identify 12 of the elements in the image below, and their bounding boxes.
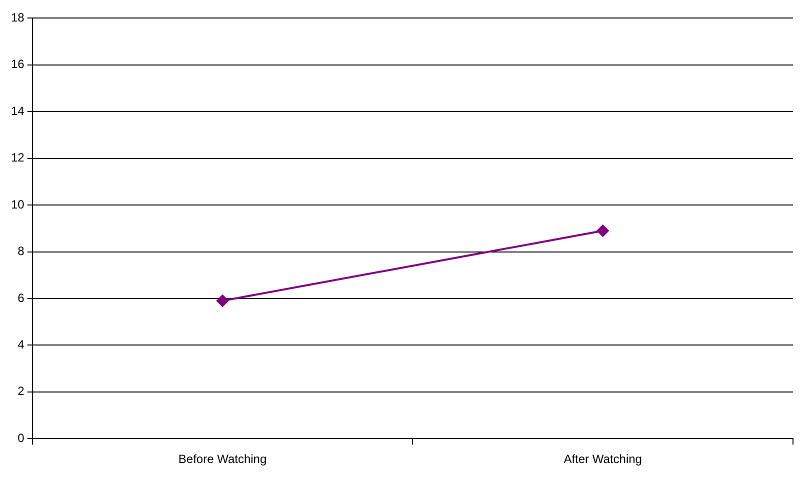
x-tick-label: Before Watching [178, 452, 267, 466]
x-tick-label: After Watching [564, 452, 642, 466]
y-tick-label: 18 [10, 10, 25, 25]
y-tick-label: 12 [10, 150, 25, 165]
y-tick-label: 10 [10, 197, 25, 212]
y-tick-label: 0 [18, 430, 25, 445]
y-tick-label: 4 [18, 337, 25, 352]
y-tick-label: 2 [18, 384, 25, 398]
y-tick-label: 14 [10, 104, 25, 118]
y-tick-label: 16 [10, 57, 25, 72]
y-tick-label: 8 [18, 244, 25, 258]
y-tick-label: 6 [18, 290, 25, 305]
